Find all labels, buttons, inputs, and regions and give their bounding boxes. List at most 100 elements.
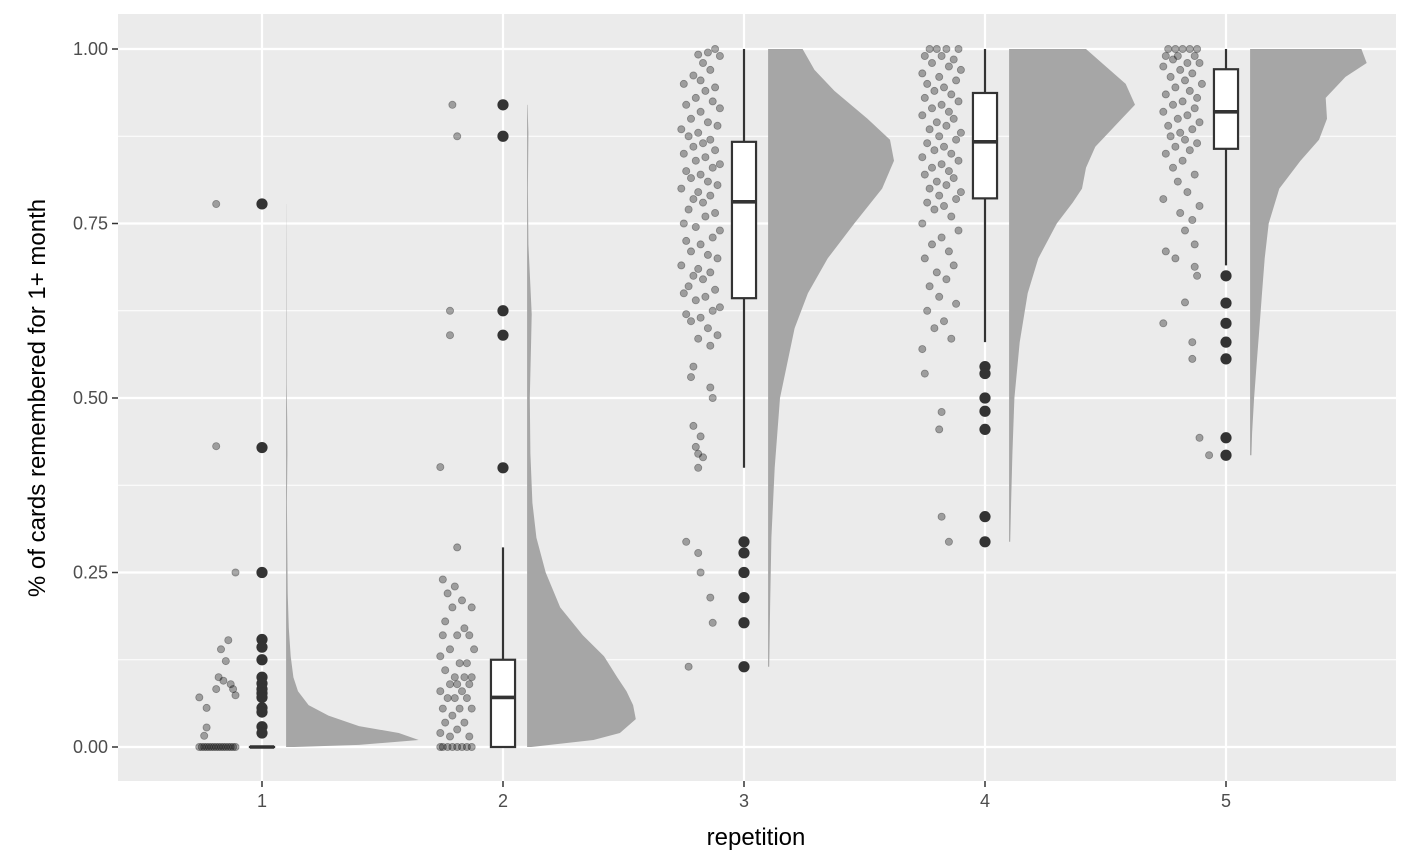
data-point bbox=[696, 170, 705, 179]
data-point bbox=[453, 743, 462, 752]
data-point bbox=[689, 362, 698, 371]
data-point bbox=[947, 90, 956, 99]
outlier-point bbox=[256, 641, 268, 653]
data-point bbox=[944, 247, 953, 256]
data-point bbox=[956, 65, 965, 74]
data-point bbox=[684, 282, 693, 291]
data-point bbox=[679, 79, 688, 88]
data-point bbox=[937, 52, 946, 61]
data-point bbox=[1193, 271, 1202, 280]
data-point bbox=[448, 711, 457, 720]
data-point bbox=[453, 631, 462, 640]
data-point bbox=[715, 226, 724, 235]
data-point bbox=[448, 603, 457, 612]
data-point bbox=[460, 624, 469, 633]
box-iqr bbox=[730, 140, 758, 300]
data-point bbox=[928, 104, 937, 113]
data-point bbox=[952, 135, 961, 144]
data-point bbox=[1161, 149, 1170, 158]
data-point bbox=[679, 149, 688, 158]
data-point bbox=[677, 184, 686, 193]
outlier-point bbox=[738, 661, 750, 673]
data-point bbox=[1164, 45, 1173, 54]
minor-gridlines bbox=[118, 135, 1396, 661]
outlier-point bbox=[979, 536, 991, 548]
data-point bbox=[677, 261, 686, 270]
data-point bbox=[1181, 76, 1190, 85]
data-point bbox=[1183, 59, 1192, 68]
data-point bbox=[706, 191, 715, 200]
data-point bbox=[713, 331, 722, 340]
jitter-points-layer bbox=[195, 45, 1214, 752]
outlier-point bbox=[256, 198, 268, 210]
outlier-point bbox=[738, 547, 750, 559]
data-point bbox=[467, 743, 476, 752]
data-point bbox=[202, 703, 211, 712]
data-point bbox=[930, 205, 939, 214]
x-axis: 1 2 3 4 5 bbox=[257, 781, 1231, 811]
data-point bbox=[715, 303, 724, 312]
data-point bbox=[942, 121, 951, 130]
x-axis-title: repetition bbox=[707, 824, 806, 851]
data-point bbox=[465, 631, 474, 640]
data-point bbox=[935, 72, 944, 81]
data-point bbox=[1190, 52, 1199, 61]
outlier-point bbox=[1220, 353, 1232, 365]
data-point bbox=[465, 680, 474, 689]
data-point bbox=[1181, 226, 1190, 235]
data-point bbox=[923, 79, 932, 88]
data-point bbox=[1159, 107, 1168, 116]
data-point bbox=[937, 407, 946, 416]
data-point bbox=[942, 45, 951, 54]
data-point bbox=[1171, 254, 1180, 263]
outlier-point bbox=[979, 367, 991, 380]
data-point bbox=[231, 743, 240, 752]
data-point bbox=[703, 177, 712, 186]
data-point bbox=[443, 589, 452, 598]
data-point bbox=[706, 341, 715, 350]
data-point bbox=[1176, 208, 1185, 217]
data-point bbox=[954, 226, 963, 235]
y-axis: 0.00 0.25 0.50 0.75 1.00 bbox=[73, 39, 118, 757]
data-point bbox=[944, 107, 953, 116]
data-point bbox=[930, 324, 939, 333]
data-point bbox=[711, 146, 720, 155]
outlier-point bbox=[738, 617, 750, 629]
outlier-point bbox=[1220, 317, 1232, 329]
data-point bbox=[212, 199, 221, 208]
outlier-point bbox=[1220, 449, 1232, 461]
x-tick-label: 5 bbox=[1221, 791, 1231, 811]
outlier-point bbox=[497, 462, 509, 474]
data-point bbox=[200, 731, 209, 740]
data-point bbox=[231, 691, 240, 700]
data-point bbox=[1195, 59, 1204, 68]
data-point bbox=[694, 449, 703, 458]
data-point bbox=[694, 264, 703, 273]
data-point bbox=[935, 425, 944, 434]
data-point bbox=[436, 729, 445, 738]
data-point bbox=[696, 240, 705, 249]
data-point bbox=[1193, 93, 1202, 102]
data-point bbox=[942, 275, 951, 284]
data-point bbox=[949, 261, 958, 270]
box-iqr bbox=[489, 658, 517, 749]
data-point bbox=[682, 236, 691, 245]
data-point bbox=[932, 268, 941, 277]
data-point bbox=[694, 549, 703, 558]
data-point bbox=[947, 149, 956, 158]
data-point bbox=[460, 673, 469, 682]
data-point bbox=[932, 177, 941, 186]
data-point bbox=[216, 645, 225, 654]
outlier-point bbox=[1220, 270, 1232, 282]
data-point bbox=[711, 208, 720, 217]
data-point bbox=[1169, 100, 1178, 109]
data-point bbox=[453, 543, 462, 552]
data-point bbox=[453, 132, 462, 141]
data-point bbox=[682, 537, 691, 546]
data-point bbox=[1193, 139, 1202, 148]
data-point bbox=[918, 219, 927, 228]
data-point bbox=[715, 52, 724, 61]
outlier-point bbox=[256, 706, 268, 718]
data-point bbox=[438, 631, 447, 640]
x-tick-label: 4 bbox=[980, 791, 990, 811]
